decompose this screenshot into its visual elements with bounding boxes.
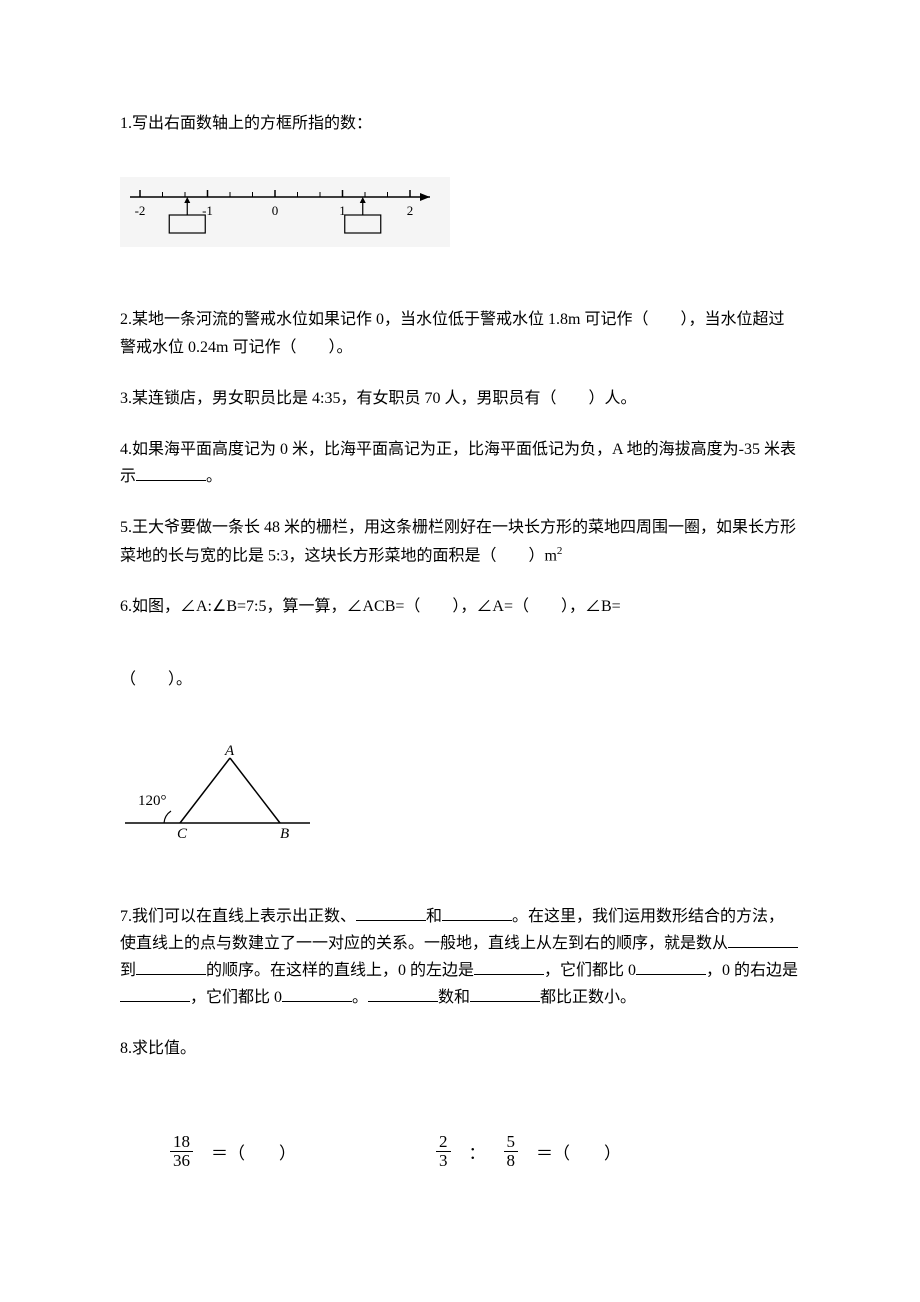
q4-suffix: 。: [206, 468, 222, 485]
vertex-c: C: [177, 826, 188, 842]
q7-blank-5[interactable]: [474, 959, 544, 975]
triangle-diagram: 120° A C B: [120, 743, 800, 852]
vertex-a: A: [224, 743, 235, 759]
q7-blank-10[interactable]: [470, 986, 540, 1002]
q7-blank-1[interactable]: [356, 905, 426, 921]
f1-eq: ＝（ ）: [211, 1139, 296, 1164]
fraction-2b: 5 8: [504, 1133, 519, 1171]
question-1: 1.写出右面数轴上的方框所指的数： -2-1012: [120, 110, 800, 256]
svg-text:0: 0: [272, 203, 279, 218]
q4-blank[interactable]: [136, 465, 206, 481]
svg-text:-1: -1: [202, 203, 213, 218]
q8-formulas: 18 36 ＝（ ） 2 3 ： 5 8 ＝（ ）: [170, 1133, 800, 1171]
svg-text:-2: -2: [135, 203, 146, 218]
f2-colon: ：: [469, 1139, 486, 1164]
q7-blank-7[interactable]: [120, 986, 190, 1002]
question-5: 5.王大爷要做一条长 48 米的栅栏，用这条栅栏刚好在一块长方形的菜地四周围一圈…: [120, 514, 800, 569]
q1-text: 1.写出右面数轴上的方框所指的数：: [120, 110, 800, 137]
fraction-1: 18 36: [170, 1133, 193, 1171]
q6-text2: （ ）。: [120, 666, 800, 693]
q7-blank-3[interactable]: [728, 932, 798, 948]
q3-text: 3.某连锁店，男女职员比是 4:35，有女职员 70 人，男职员有（ ）人。: [120, 390, 636, 407]
f2-eq: ＝（ ）: [536, 1139, 621, 1164]
angle-label: 120°: [138, 793, 167, 809]
q7-blank-4[interactable]: [136, 959, 206, 975]
q7-blank-9[interactable]: [368, 986, 438, 1002]
fraction-2a: 2 3: [436, 1133, 451, 1171]
number-line-diagram: -2-1012: [120, 177, 800, 256]
question-2: 2.某地一条河流的警戒水位如果记作 0，当水位低于警戒水位 1.8m 可记作（ …: [120, 306, 800, 360]
q7-blank-8[interactable]: [282, 986, 352, 1002]
q8-label: 8.求比值。: [120, 1035, 800, 1062]
q5-text: 5.王大爷要做一条长 48 米的栅栏，用这条栅栏刚好在一块长方形的菜地四周围一圈…: [120, 519, 796, 564]
question-8: 8.求比值。: [120, 1035, 800, 1062]
q8-formula-2: 2 3 ： 5 8 ＝（ ）: [436, 1133, 621, 1171]
svg-text:2: 2: [407, 203, 414, 218]
vertex-b: B: [280, 826, 289, 842]
q6-text1: 6.如图，∠A:∠B=7:5，算一算，∠ACB=（ ），∠A=（ ），∠B=: [120, 593, 800, 620]
q8-formula-1: 18 36 ＝（ ）: [170, 1133, 296, 1171]
question-3: 3.某连锁店，男女职员比是 4:35，有女职员 70 人，男职员有（ ）人。: [120, 385, 800, 412]
question-7: 7.我们可以在直线上表示出正数、和。在这里，我们运用数形结合的方法，使直线上的点…: [120, 903, 800, 1012]
question-4: 4.如果海平面高度记为 0 米，比海平面高记为正，比海平面低记为负，A 地的海拔…: [120, 436, 800, 490]
q7-blank-6[interactable]: [636, 959, 706, 975]
q5-sup: 2: [557, 545, 563, 557]
q2-text: 2.某地一条河流的警戒水位如果记作 0，当水位低于警戒水位 1.8m 可记作（ …: [120, 311, 784, 355]
question-6: 6.如图，∠A:∠B=7:5，算一算，∠ACB=（ ），∠A=（ ），∠B= （…: [120, 593, 800, 853]
q7-blank-2[interactable]: [442, 905, 512, 921]
